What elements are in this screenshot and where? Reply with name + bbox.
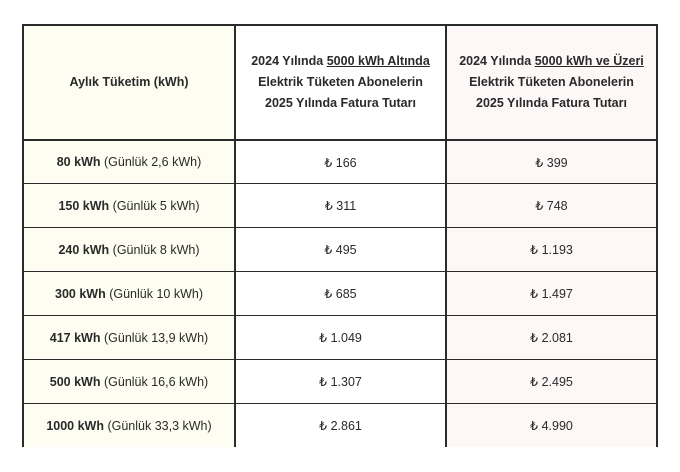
header-over-line3: 2025 Yılında Fatura Tutarı (476, 96, 627, 110)
header-consumption: Aylık Tüketim (kWh) (24, 26, 236, 139)
header-over-line1: 2024 Yılında 5000 kWh ve Üzeri (459, 51, 644, 72)
row-kwh: 80 kWh (56, 155, 101, 169)
table-row-under: ₺ 1.307 (236, 359, 447, 403)
table-row-over: ₺ 1.497 (447, 271, 656, 315)
header-over-line1-prefix: 2024 Yılında (459, 54, 535, 68)
table-row-consumption: 300 kWh (Günlük 10 kWh) (24, 271, 236, 315)
table-row-under: ₺ 1.049 (236, 315, 447, 359)
table-row-under: ₺ 166 (236, 139, 447, 183)
header-over-line2: Elektrik Tüketen Abonelerin (469, 75, 634, 89)
table-row-over: ₺ 1.193 (447, 227, 656, 271)
header-over-5000: 2024 Yılında 5000 kWh ve Üzeri Elektrik … (447, 26, 656, 139)
row-kwh: 417 kWh (49, 330, 101, 345)
header-under-line2: Elektrik Tüketen Abonelerin (258, 75, 423, 89)
header-under-5000: 2024 Yılında 5000 kWh Altında Elektrik T… (236, 26, 447, 139)
table-row-under: ₺ 495 (236, 227, 447, 271)
table-row-consumption: 150 kWh (Günlük 5 kWh) (24, 183, 236, 227)
row-daily: (Günlük 13,9 kWh) (103, 330, 209, 345)
header-under-line3: 2025 Yılında Fatura Tutarı (265, 96, 416, 110)
table-row-under: ₺ 685 (236, 271, 447, 315)
row-daily: (Günlük 2,6 kWh) (103, 155, 202, 169)
header-consumption-label: Aylık Tüketim (kWh) (69, 75, 189, 89)
row-kwh: 300 kWh (55, 286, 106, 301)
table-row-over: ₺ 2.081 (447, 315, 656, 359)
header-under-line1-prefix: 2024 Yılında (251, 54, 327, 68)
tariff-table: Aylık Tüketim (kWh) 2024 Yılında 5000 kW… (22, 24, 658, 447)
table-row-over: ₺ 2.495 (447, 359, 656, 403)
header-over-line1-underlined: 5000 kWh ve Üzeri (534, 54, 644, 68)
header-under-line1-underlined: 5000 kWh Altında (326, 54, 430, 68)
row-kwh: 500 kWh (49, 374, 101, 389)
row-kwh: 1000 kWh (46, 418, 104, 433)
table-row-consumption: 240 kWh (Günlük 8 kWh) (24, 227, 236, 271)
table-row-consumption: 1000 kWh (Günlük 33,3 kWh) (24, 403, 236, 447)
header-under-line1: 2024 Yılında 5000 kWh Altında (251, 51, 430, 72)
row-daily: (Günlük 16,6 kWh) (103, 374, 209, 389)
row-daily: (Günlük 5 kWh) (112, 198, 200, 213)
table-row-over: ₺ 399 (447, 139, 656, 183)
table-row-consumption: 500 kWh (Günlük 16,6 kWh) (24, 359, 236, 403)
row-kwh: 240 kWh (58, 242, 110, 257)
row-daily: (Günlük 8 kWh) (112, 242, 200, 257)
row-daily: (Günlük 10 kWh) (109, 286, 203, 301)
row-daily: (Günlük 33,3 kWh) (107, 418, 212, 433)
table-row-over: ₺ 748 (447, 183, 656, 227)
table-row-consumption: 417 kWh (Günlük 13,9 kWh) (24, 315, 236, 359)
table-row-under: ₺ 2.861 (236, 403, 447, 447)
row-kwh: 150 kWh (58, 198, 110, 213)
table-row-under: ₺ 311 (236, 183, 447, 227)
table-row-over: ₺ 4.990 (447, 403, 656, 447)
table-row-consumption: 80 kWh (Günlük 2,6 kWh) (24, 139, 236, 183)
